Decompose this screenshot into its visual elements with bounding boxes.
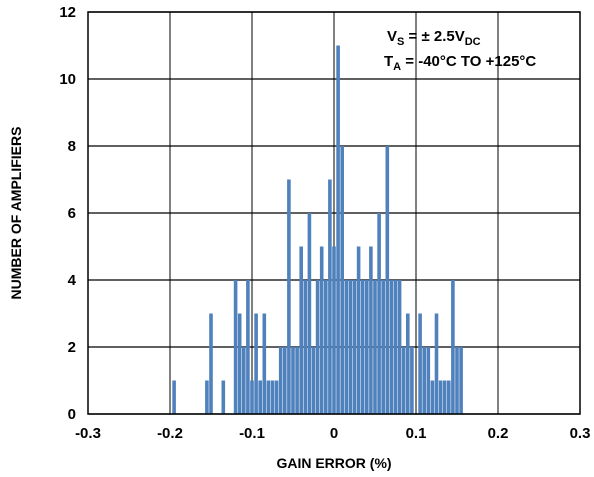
bar-18 [291, 347, 295, 414]
bar-23 [311, 347, 316, 414]
bar-27 [328, 179, 332, 414]
bar-28 [332, 246, 336, 414]
bar-47 [410, 347, 414, 414]
y-tick-label-6: 12 [59, 4, 76, 21]
bar-46 [406, 313, 410, 414]
bar-17 [287, 179, 291, 414]
bar-15 [278, 347, 283, 414]
annot1-sub2: DC [465, 36, 481, 48]
y-tick-label-2: 4 [68, 272, 77, 289]
bar-52 [434, 313, 439, 414]
temperature-annotation: TA = -40°C TO +125°C [384, 53, 536, 73]
supply-voltage-annotation: VS = ± 2.5VDC [387, 28, 481, 48]
annot2-main: T [384, 53, 393, 70]
y-axis-label: NUMBER OF AMPLIFIERS [8, 127, 24, 300]
bar-38 [373, 280, 377, 414]
tick-labels: -0.3 -0.2 -0.1 0 0.1 0.2 0.3 0 2 4 6 8 10 12 [59, 4, 590, 442]
bar-6 [242, 347, 246, 414]
bar-22 [307, 213, 312, 414]
bar-56 [451, 280, 455, 414]
bar-14 [274, 380, 279, 414]
x-tick-label-4: 0.1 [406, 425, 427, 442]
bar-0 [172, 380, 176, 414]
bar-11 [262, 313, 267, 414]
annot1-sub: S [397, 36, 404, 48]
bars [172, 45, 463, 414]
bar-31 [344, 280, 349, 414]
bar-33 [352, 280, 357, 414]
y-tick-label-4: 8 [68, 138, 76, 155]
bar-24 [315, 280, 320, 414]
bar-44 [397, 280, 402, 414]
bar-43 [393, 280, 398, 414]
bar-3 [221, 380, 226, 414]
y-tick-label-1: 2 [68, 339, 76, 356]
x-tick-label-1: -0.2 [157, 425, 183, 442]
bar-29 [336, 45, 340, 414]
bar-4 [233, 280, 238, 414]
bar-32 [348, 280, 353, 414]
bar-8 [250, 380, 254, 414]
bar-13 [270, 380, 275, 414]
bar-34 [356, 246, 361, 414]
bar-40 [381, 280, 385, 414]
bar-50 [426, 347, 431, 414]
bar-55 [447, 380, 451, 414]
bar-48 [418, 313, 422, 414]
bar-1 [205, 380, 209, 414]
bar-45 [401, 347, 406, 414]
bar-36 [365, 280, 369, 414]
y-tick-label-3: 6 [68, 205, 76, 222]
bar-39 [377, 213, 381, 414]
bar-49 [422, 347, 426, 414]
annot2-rest: = -40°C TO +125°C [401, 53, 536, 70]
bar-9 [254, 313, 258, 414]
bar-19 [295, 347, 299, 414]
bar-10 [258, 380, 262, 414]
x-tick-label-5: 0.2 [488, 425, 509, 442]
x-tick-label-2: -0.1 [239, 425, 265, 442]
bar-25 [319, 246, 324, 414]
bar-30 [340, 146, 344, 414]
bar-37 [369, 246, 373, 414]
x-tick-label-3: 0 [330, 425, 338, 442]
bar-21 [303, 280, 308, 414]
x-axis-label: GAIN ERROR (%) [276, 455, 391, 471]
x-tick-label-6: 0.3 [570, 425, 591, 442]
y-tick-label-0: 0 [68, 406, 76, 423]
bar-26 [324, 280, 328, 414]
y-tick-label-5: 10 [59, 71, 76, 88]
bar-2 [209, 313, 213, 414]
bar-58 [459, 347, 463, 414]
x-tick-label-0: -0.3 [75, 425, 101, 442]
bar-20 [299, 246, 303, 414]
bar-16 [283, 347, 287, 414]
annot1-main: V [387, 28, 397, 45]
bar-12 [266, 380, 271, 414]
bar-41 [385, 146, 390, 414]
annot2-sub: A [393, 61, 401, 73]
bar-7 [246, 280, 250, 414]
bar-51 [430, 380, 435, 414]
bar-5 [237, 313, 242, 414]
plot-frame [87, 11, 581, 415]
bar-53 [438, 380, 443, 414]
annot1-rest: = ± 2.5V [404, 28, 464, 45]
bar-42 [389, 280, 394, 414]
bar-54 [442, 380, 447, 414]
bar-57 [455, 347, 459, 414]
bar-35 [360, 280, 365, 414]
